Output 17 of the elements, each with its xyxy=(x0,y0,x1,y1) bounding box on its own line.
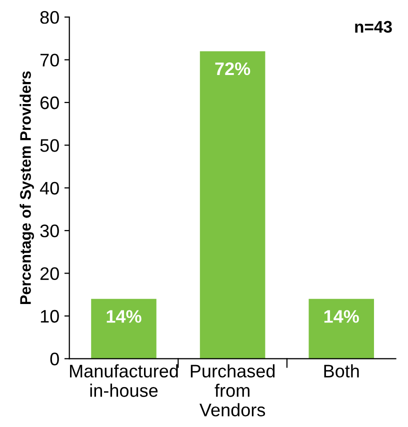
annotation: n=43 xyxy=(355,20,392,33)
y-tick-label: 40 xyxy=(40,182,59,195)
data-label: 72% xyxy=(215,62,250,76)
data-label: 14% xyxy=(106,310,142,323)
y-tick-label: 10 xyxy=(40,310,59,323)
y-tick-label: 60 xyxy=(40,96,59,110)
y-tick-label: 80 xyxy=(40,11,59,24)
data-label: 14% xyxy=(324,310,359,323)
x-tick-label: Manufactured in-house xyxy=(70,364,178,397)
y-tick-label: 0 xyxy=(50,352,59,366)
x-tick-label: Purchased from Vendors xyxy=(190,364,275,416)
y-tick-label: 70 xyxy=(40,54,59,66)
y-tick-label: 20 xyxy=(40,267,59,280)
x-tick-label: Both xyxy=(324,364,359,378)
y-tick-label: 30 xyxy=(40,224,59,238)
y-tick-label: 50 xyxy=(40,139,59,152)
y-axis-title: Percentage of System Providers xyxy=(20,71,34,304)
